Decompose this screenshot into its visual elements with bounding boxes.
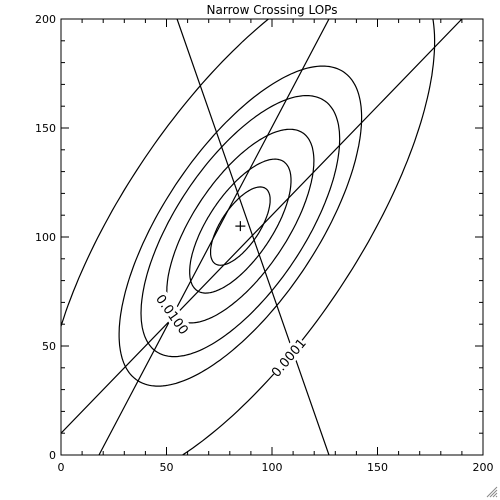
contour-line-4 [189, 158, 292, 294]
lop-line-2 [176, 19, 330, 455]
contour-line-1 [118, 65, 363, 387]
y-tick-label: 100 [35, 231, 56, 244]
chart-title: Narrow Crossing LOPs [207, 3, 338, 17]
y-tick-label: 200 [35, 13, 56, 26]
x-tick-label: 0 [58, 461, 65, 474]
y-tick-label: 50 [42, 340, 56, 353]
axes: 0 50 100 150 200 0 50 100 150 200 [35, 13, 494, 474]
x-tick-label: 200 [473, 461, 494, 474]
contour-line-2 [140, 95, 341, 358]
x-tick-label: 50 [160, 461, 174, 474]
contour-label-bg-2 [267, 335, 309, 380]
x-tick-label: 100 [262, 461, 283, 474]
contour-label-bg-3 [153, 291, 192, 337]
resize-grip-icon [486, 486, 498, 498]
lop-line-1 [98, 19, 330, 455]
y-tick-label: 0 [49, 449, 56, 462]
x-tick-label: 150 [367, 461, 388, 474]
y-tick-label: 150 [35, 122, 56, 135]
lop-line-0 [61, 19, 463, 434]
contour-line-0 [61, 19, 436, 455]
